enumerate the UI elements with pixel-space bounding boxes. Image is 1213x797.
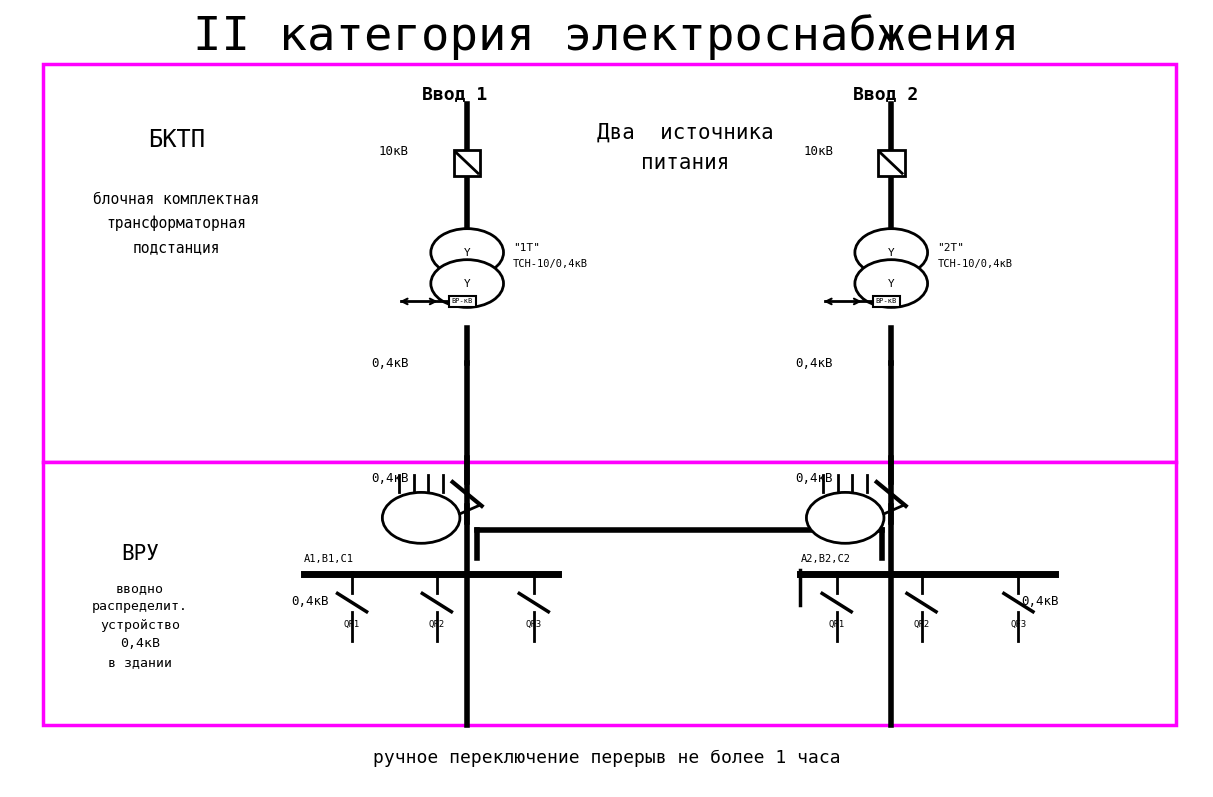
Text: QF3: QF3 — [1010, 620, 1026, 629]
Bar — [44, 65, 1175, 462]
Text: 10кВ: 10кВ — [378, 145, 409, 159]
Text: 0,4кВ: 0,4кВ — [1021, 595, 1059, 608]
Text: Y: Y — [463, 278, 471, 289]
Text: QF2: QF2 — [913, 620, 929, 629]
Text: А1,В1,С1: А1,В1,С1 — [303, 554, 354, 564]
Text: Два  источника
питания: Два источника питания — [597, 123, 774, 173]
Text: вводно
распределит.
устройство
0,4кВ
в здании: вводно распределит. устройство 0,4кВ в з… — [92, 582, 188, 669]
Text: 0,4кВ: 0,4кВ — [371, 472, 409, 485]
Circle shape — [431, 260, 503, 308]
Text: QF3: QF3 — [525, 620, 542, 629]
Text: "1Т": "1Т" — [513, 243, 540, 253]
Circle shape — [855, 229, 928, 277]
Text: 10кВ: 10кВ — [803, 145, 833, 159]
Text: II категория электроснабжения: II категория электроснабжения — [193, 14, 1020, 60]
Text: Y: Y — [888, 248, 895, 257]
Bar — [873, 296, 900, 307]
Text: А2,В2,С2: А2,В2,С2 — [801, 554, 850, 564]
Bar — [878, 151, 905, 175]
Text: "2Т": "2Т" — [938, 243, 964, 253]
Bar — [44, 462, 1175, 724]
Bar — [449, 296, 475, 307]
Text: 0,4кВ: 0,4кВ — [291, 595, 329, 608]
Text: QF1: QF1 — [344, 620, 360, 629]
Circle shape — [431, 229, 503, 277]
Circle shape — [855, 260, 928, 308]
Text: 0,4кВ: 0,4кВ — [371, 357, 409, 370]
Text: ТСН-10/0,4кВ: ТСН-10/0,4кВ — [513, 259, 588, 269]
Text: ВРУ: ВРУ — [121, 544, 159, 563]
Circle shape — [382, 493, 460, 544]
Text: 0,4кВ: 0,4кВ — [796, 472, 833, 485]
Text: Y: Y — [888, 278, 895, 289]
Text: 0,4кВ: 0,4кВ — [796, 357, 833, 370]
Text: Ввод 2: Ввод 2 — [853, 85, 918, 104]
Text: ВР-кВ: ВР-кВ — [451, 298, 473, 304]
Text: БКТП: БКТП — [148, 128, 205, 152]
Text: QF2: QF2 — [429, 620, 445, 629]
Text: Y: Y — [463, 248, 471, 257]
Text: ручное переключение перерыв не более 1 часа: ручное переключение перерыв не более 1 ч… — [372, 749, 841, 768]
Circle shape — [807, 493, 884, 544]
Text: QF1: QF1 — [828, 620, 844, 629]
Text: блочная комплектная
трансформаторная
подстанция: блочная комплектная трансформаторная под… — [93, 192, 260, 255]
Bar — [454, 151, 480, 175]
Text: Ввод 1: Ввод 1 — [422, 85, 488, 104]
Text: ТСН-10/0,4кВ: ТСН-10/0,4кВ — [938, 259, 1013, 269]
Text: ВР-кВ: ВР-кВ — [876, 298, 896, 304]
